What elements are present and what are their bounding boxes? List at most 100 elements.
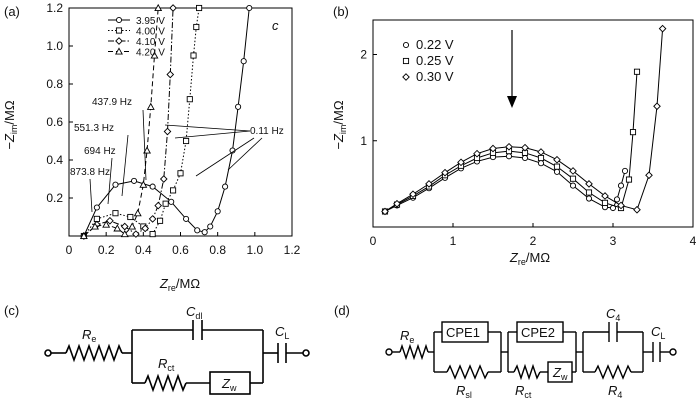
- legend-label-1: 0.25 V: [416, 53, 454, 68]
- series-2-point-8: [159, 175, 168, 183]
- series-0-point-12: [569, 182, 577, 189]
- series-2-point-9: [521, 143, 529, 152]
- terminal-right-d: [669, 348, 677, 356]
- circuit-d-labels: Re CPE1 CPE2 C4 CL Rsl Rct Zw R4: [400, 306, 665, 400]
- panel-b-ticks: 0 1 2 3 4 1 2: [360, 48, 696, 249]
- series-0-point-7: [194, 227, 201, 234]
- series-line-0: [83, 7, 250, 237]
- panel-a-frame: [68, 7, 293, 237]
- y-tick-label-1: 0.4: [46, 153, 63, 167]
- panel-a-ylabel: −Zim/MΩ: [2, 100, 19, 149]
- resistor-r4: [594, 364, 632, 380]
- label-rsl: Rsl: [456, 383, 472, 400]
- x-tick-label-0: 0: [370, 234, 377, 248]
- series-2-point-3: [120, 222, 129, 231]
- series-1-point-7: [162, 200, 169, 207]
- panel-b-ylabel: −Zim/MΩ: [331, 100, 348, 149]
- series-1-point-6: [157, 217, 164, 224]
- panel-a-legend: 3.95 V4.00 V4.10 V4.20 V: [108, 16, 165, 59]
- series-0-point-8: [505, 153, 513, 160]
- x-tick-label-1: 1: [450, 234, 457, 248]
- series-2-point-6: [473, 149, 481, 158]
- series-2-point-0: [381, 207, 389, 216]
- label-re-d: Re: [400, 328, 414, 345]
- series-1-point-12: [569, 175, 577, 182]
- panel-b-xlabel: Zre/MΩ: [509, 250, 550, 267]
- annotation-873.8hz: 873.8 Hz: [70, 167, 110, 178]
- series-0-point-9: [521, 154, 529, 162]
- series-3-point-11: [154, 3, 163, 12]
- series-0-point-9: [207, 223, 214, 230]
- series-0-point-8: [201, 229, 208, 236]
- resistor-re-c: [65, 343, 123, 363]
- series-1-point-10: [183, 137, 190, 145]
- series-3-point-6: [133, 209, 142, 217]
- series-3-point-10: [150, 51, 159, 59]
- legend-marker-2: [402, 73, 410, 81]
- series-3-point-8: [143, 146, 152, 154]
- legend-marker-0: [115, 16, 123, 24]
- annotation-0.11hz: 0.11 Hz: [250, 126, 284, 137]
- series-line-1: [83, 7, 200, 237]
- y-tick-label-1: 2: [360, 48, 367, 62]
- series-2-point-16: [633, 205, 641, 214]
- series-2-point-8: [505, 142, 513, 151]
- series-0-point-15: [246, 4, 253, 12]
- leader-0.11hz-a: [164, 124, 251, 132]
- panel-a-annotations: 437.9 Hz 551.3 Hz 694 Hz 873.8 Hz 0.11 H…: [70, 97, 284, 213]
- circuit-d: (d): [334, 303, 677, 383]
- leader-0.11hz-c: [195, 137, 255, 177]
- panel-a-xlabel: Zre/MΩ: [159, 276, 200, 293]
- leader-0.11hz-b: [174, 130, 251, 139]
- y-tick-label-3: 0.8: [46, 77, 63, 91]
- legend-marker-0: [402, 41, 410, 49]
- series-2-point-10: [537, 148, 545, 156]
- legend-label-3: 4.20 V: [136, 48, 165, 59]
- label-r4: R4: [608, 383, 622, 400]
- panel-a-series: [79, 3, 253, 240]
- label-zw-c: Zw: [221, 376, 237, 393]
- panel-b-label: (b): [333, 4, 349, 19]
- series-1-point-16: [625, 176, 633, 183]
- circuit-d-label: (d): [334, 303, 350, 318]
- series-2-point-15: [617, 201, 625, 210]
- series-0-point-10: [537, 160, 545, 167]
- x-tick-label-4: 4: [690, 234, 697, 248]
- terminal-left-d: [385, 348, 393, 356]
- series-3-point-4: [120, 229, 129, 238]
- leader-437.9hz: [142, 109, 147, 181]
- series-1-point-10: [537, 154, 545, 162]
- series-0-point-4: [149, 183, 156, 190]
- resistor-rct-c: [144, 373, 187, 393]
- series-0-point-11: [553, 168, 561, 175]
- series-3-point-7: [139, 180, 148, 188]
- circuit-c-labels: Re Cdl CL Rct Zw: [82, 304, 289, 393]
- legend-label-2: 0.30 V: [416, 69, 454, 84]
- panel-b-series: [381, 24, 667, 216]
- series-1-point-9: [177, 170, 184, 177]
- series-3-point-5: [128, 222, 137, 230]
- leader-694hz: [107, 157, 113, 205]
- series-0-point-5: [168, 198, 175, 205]
- label-zw-d: Zw: [552, 365, 568, 382]
- series-1-point-12: [190, 52, 197, 59]
- series-2-point-2: [106, 216, 114, 225]
- x-tick-label-1: 0.2: [98, 243, 115, 257]
- series-0-point-18: [621, 167, 629, 174]
- series-1-point-13: [585, 189, 593, 196]
- series-1-point-2: [112, 210, 119, 217]
- series-2-point-2: [409, 190, 417, 199]
- x-tick-label-2: 0.4: [135, 243, 152, 257]
- series-0-point-3: [130, 177, 138, 184]
- y-tick-label-0: 0.2: [46, 191, 63, 205]
- series-2-point-13: [585, 180, 593, 188]
- series-2-point-18: [653, 102, 661, 111]
- annotation-551.3hz: 551.3 Hz: [74, 123, 114, 134]
- series-1-point-1: [93, 215, 100, 222]
- series-1-point-14: [601, 199, 609, 206]
- series-1-point-11: [553, 163, 561, 170]
- legend-marker-1: [115, 27, 123, 34]
- series-2-point-17: [645, 171, 653, 180]
- trend-arrow-head: [507, 96, 517, 108]
